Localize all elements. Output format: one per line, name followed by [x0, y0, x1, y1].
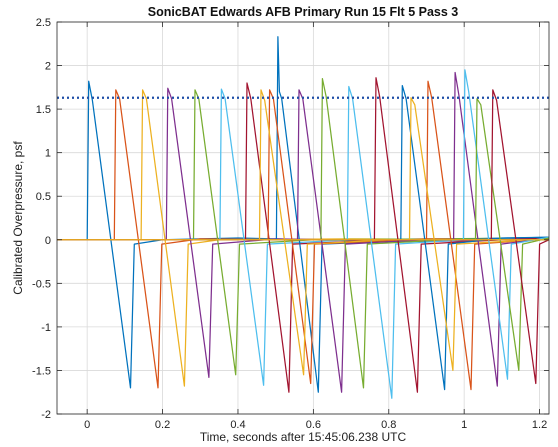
y-tick-label: 1	[45, 148, 51, 160]
y-axis-title: Calibrated Overpressure, psf	[11, 141, 25, 295]
y-tick-label: 2.5	[36, 17, 51, 29]
x-tick-labels: 0 0.2 0.4 0.6 0.8 1 1.2	[84, 419, 547, 431]
x-tick-label: 0.6	[306, 419, 321, 431]
y-tick-label: 0.5	[36, 191, 51, 203]
x-tick-label: 0	[84, 419, 90, 431]
series-line	[57, 89, 550, 376]
y-tick-label: -1	[41, 322, 51, 334]
y-tick-label: -1.5	[32, 365, 51, 377]
y-tick-label: -0.5	[32, 278, 51, 290]
y-tick-label: 2	[45, 61, 51, 73]
series-line	[57, 85, 550, 399]
y-tick-label: 1.5	[36, 104, 51, 116]
y-tick-label: -2	[41, 409, 51, 421]
y-tick-labels: -2 -1.5 -1 -0.5 0 0.5 1 1.5 2 2.5	[32, 17, 51, 421]
chart-title: SonicBAT Edwards AFB Primary Run 15 Flt …	[148, 5, 459, 19]
x-tick-label: 1	[461, 419, 467, 431]
x-tick-label: 1.2	[532, 419, 547, 431]
series-line	[57, 89, 550, 376]
plot-frame	[56, 21, 550, 415]
x-tick-label: 0.8	[381, 419, 396, 431]
series-line	[57, 88, 550, 386]
tick-marks	[57, 21, 549, 415]
series-line	[57, 89, 550, 393]
x-tick-label: 0.2	[155, 419, 170, 431]
x-tick-label: 0.4	[230, 419, 245, 431]
series-line	[57, 84, 550, 391]
series-group	[57, 36, 550, 399]
y-tick-label: 0	[45, 235, 51, 247]
x-axis-title: Time, seconds after 15:45:06.238 UTC	[200, 430, 407, 444]
